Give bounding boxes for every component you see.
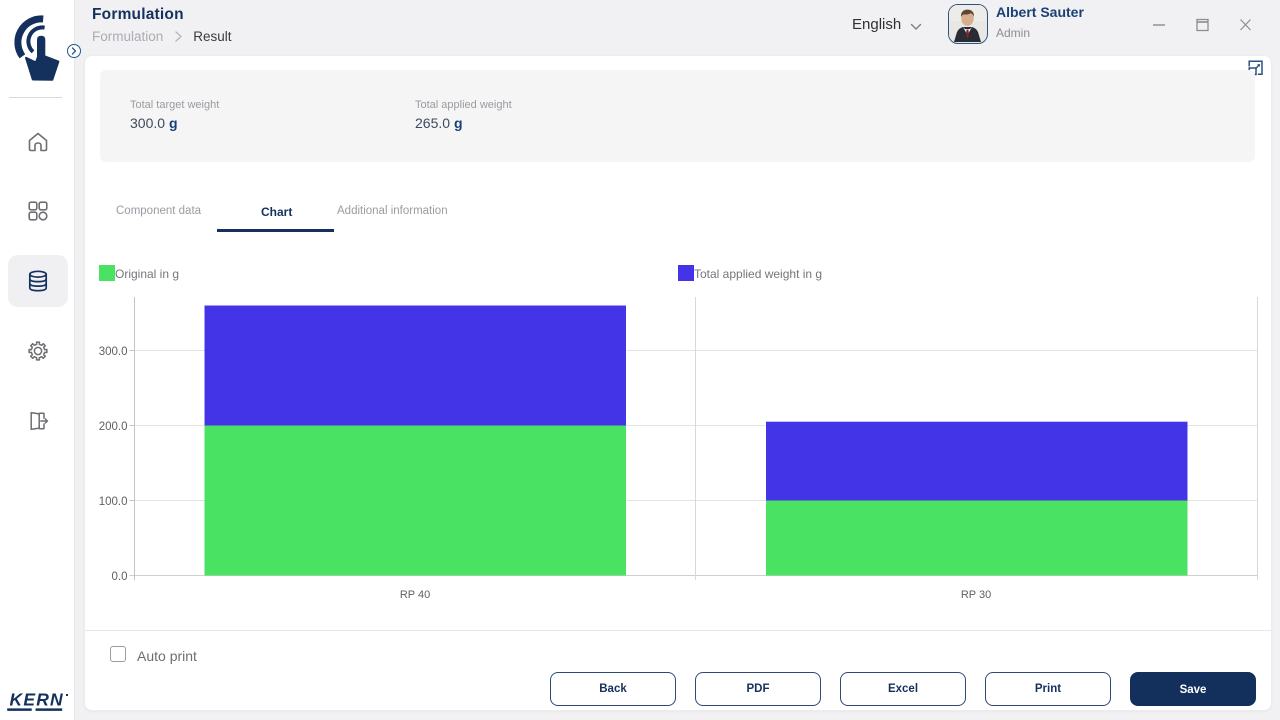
svg-text:0.0: 0.0 [112,571,128,583]
svg-text:RP 30: RP 30 [961,589,991,601]
svg-text:RP 40: RP 40 [400,589,430,601]
svg-text:100.0: 100.0 [99,496,128,508]
svg-text:KERN: KERN [10,691,64,710]
svg-text:200.0: 200.0 [99,421,128,433]
svg-text:300.0: 300.0 [99,346,128,358]
